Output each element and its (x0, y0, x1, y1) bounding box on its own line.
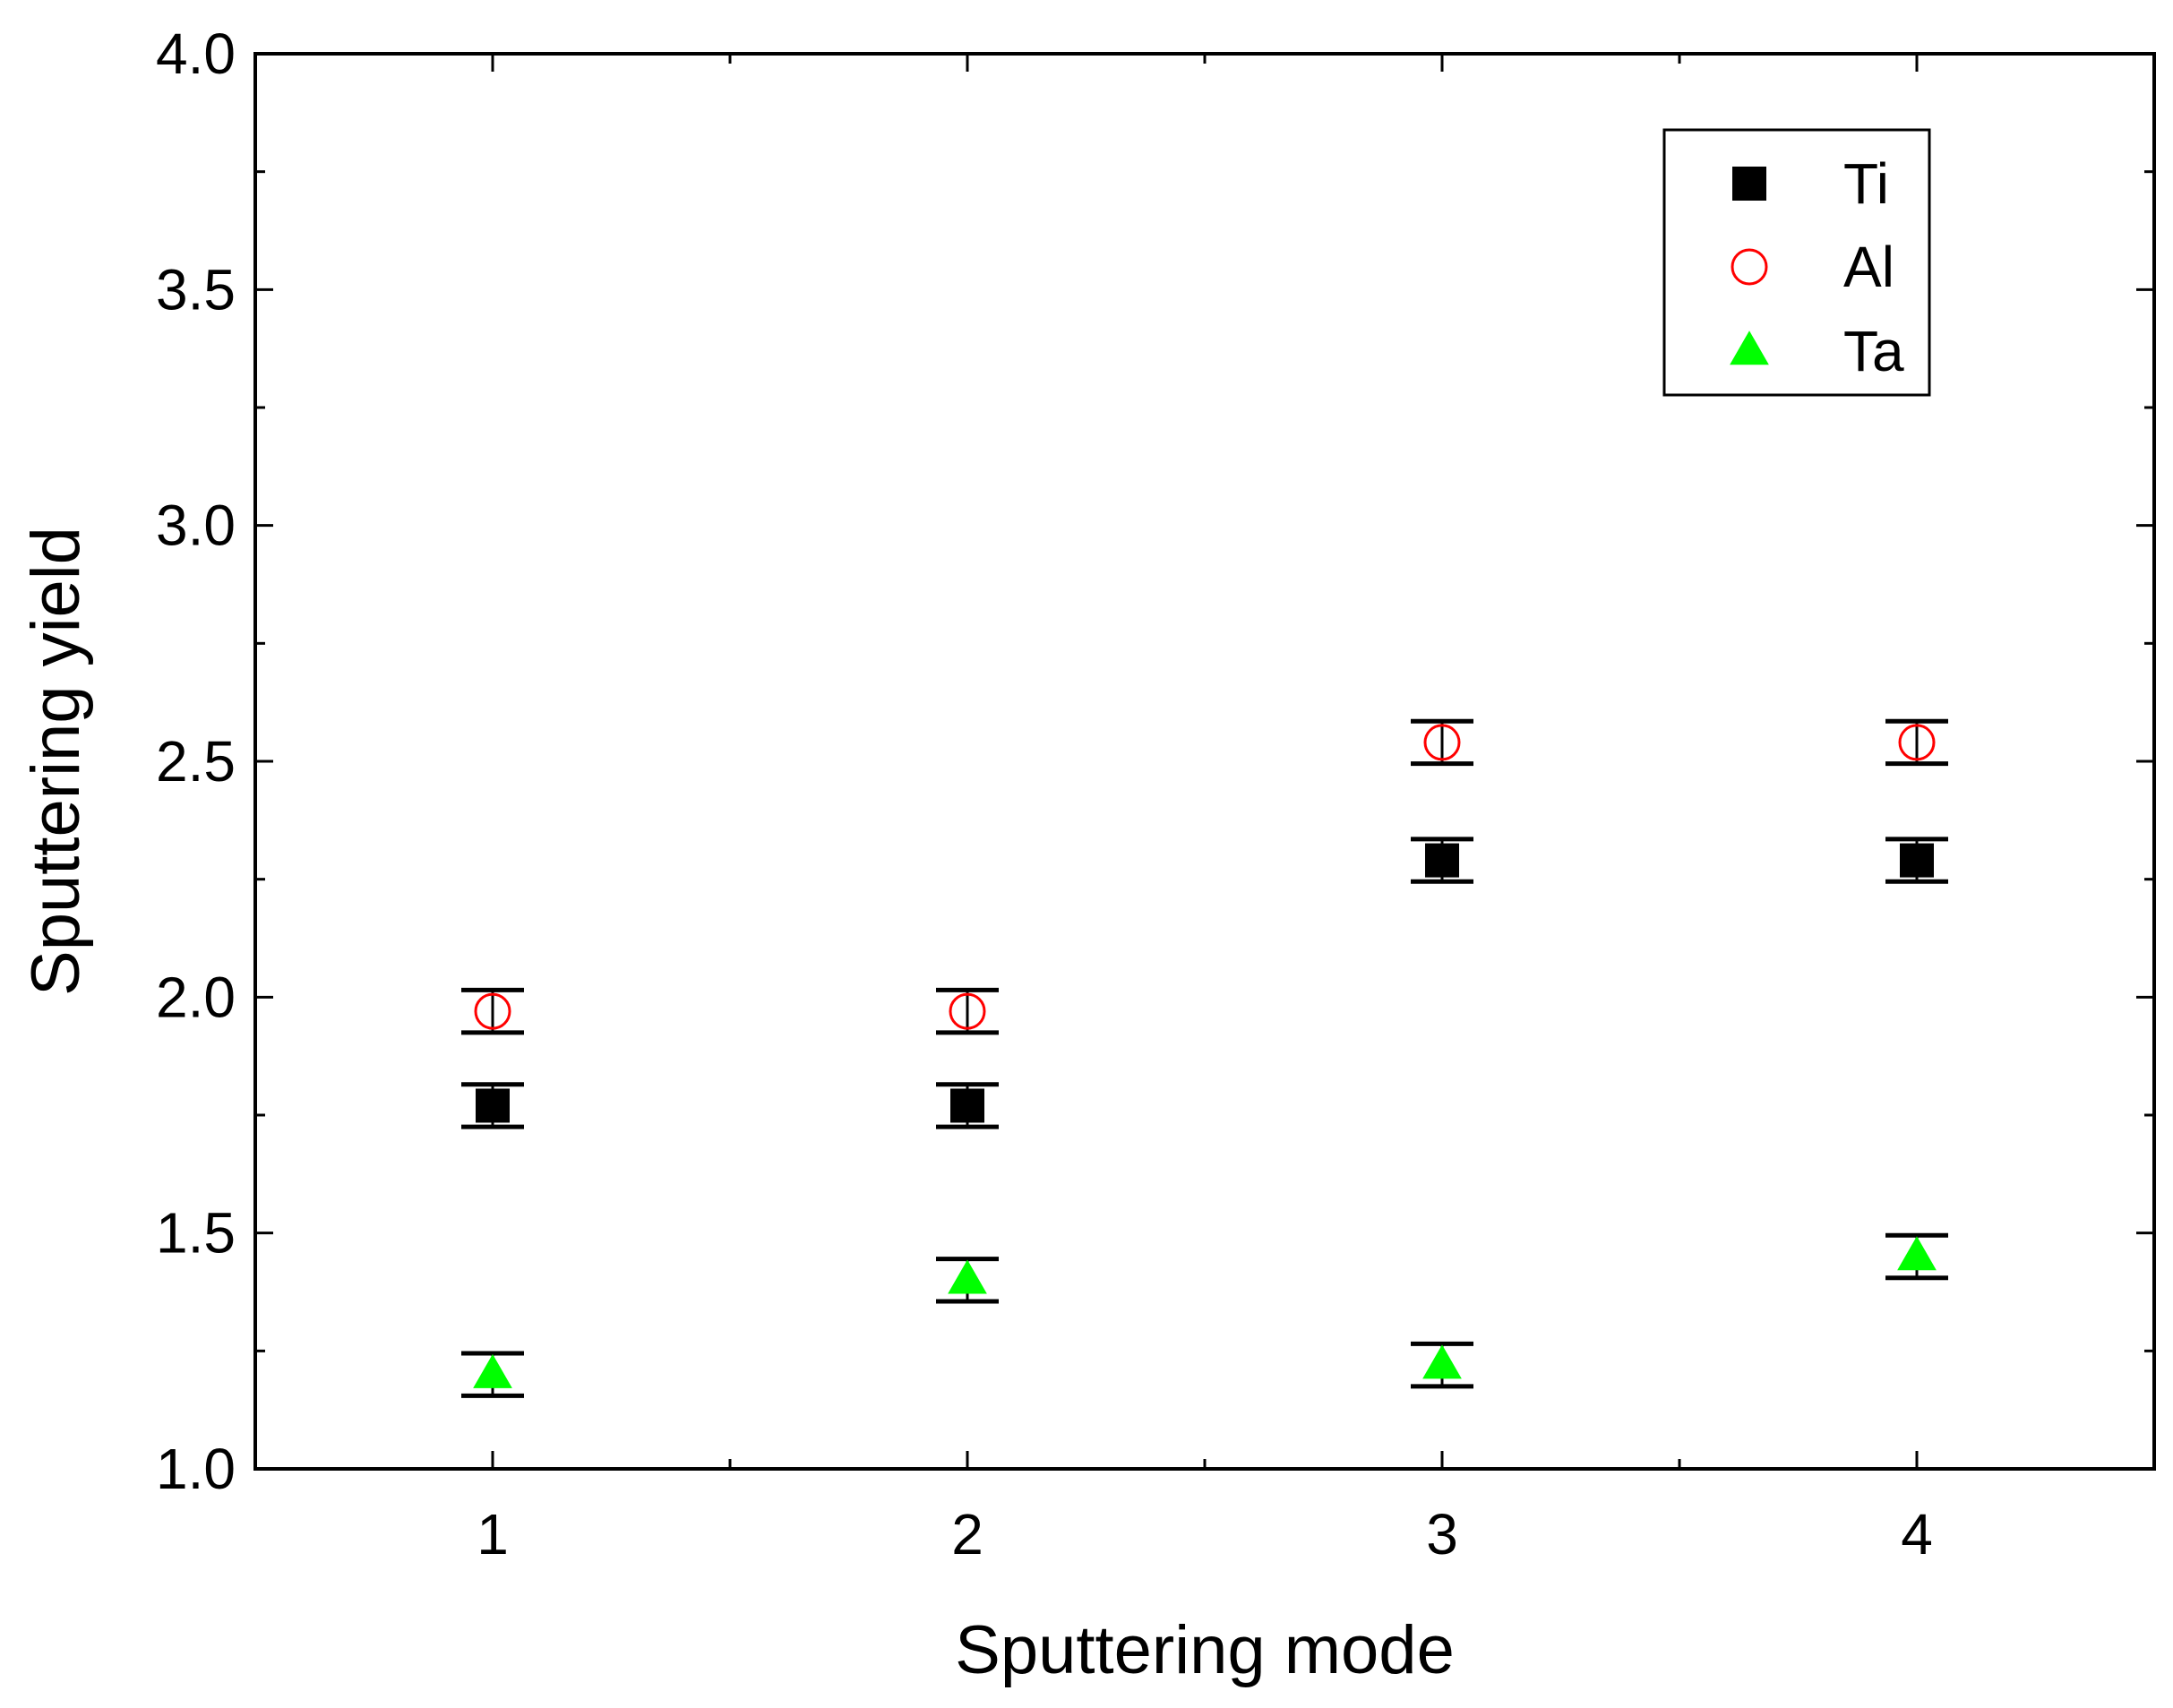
data-point-al (1898, 724, 1936, 761)
y-tick-label: 3.5 (156, 257, 236, 322)
y-tick-label: 3.0 (156, 494, 236, 558)
data-point-ti (1425, 843, 1459, 878)
data-point-ti (950, 1088, 984, 1123)
x-axis-title: Sputtering mode (955, 1612, 1455, 1688)
data-point-ta (1422, 1344, 1462, 1379)
data-point-ta (473, 1353, 512, 1388)
y-tick-label: 2.0 (156, 965, 236, 1029)
data-point-ta (948, 1259, 987, 1294)
y-tick-label: 1.0 (156, 1437, 236, 1501)
x-tick-label: 1 (477, 1502, 509, 1566)
data-point-ta (1897, 1236, 1937, 1271)
y-tick-label: 2.5 (156, 729, 236, 794)
data-point-ti (476, 1088, 510, 1123)
legend-marker-ta (1730, 330, 1769, 365)
y-axis-title: Sputtering yield (18, 527, 94, 996)
x-tick-label: 2 (951, 1502, 983, 1566)
data-point-al (1423, 724, 1461, 761)
error-bars (461, 718, 1948, 1398)
y-tick-label: 1.5 (156, 1201, 236, 1266)
legend-marker-al (1731, 248, 1768, 286)
data-point-al (474, 992, 511, 1030)
data-point-al (949, 992, 986, 1030)
y-tick-label: 4.0 (156, 21, 236, 86)
tick-labels: 1.0 1.5 2.0 2.5 3.0 3.5 4.0 1 2 3 4 (156, 21, 1933, 1566)
legend-label-ti: Ti (1843, 151, 1889, 216)
legend-box (1662, 128, 1931, 397)
legend-markers (1730, 167, 1769, 365)
x-tick-label: 3 (1426, 1502, 1458, 1566)
data-point-ti (1900, 843, 1934, 878)
legend-label-al: Al (1843, 235, 1894, 299)
legend-label-ta: Ta (1843, 319, 1904, 383)
x-tick-label: 4 (1901, 1502, 1933, 1566)
axis-ticks (255, 52, 2154, 1471)
legend: Ti Al Ta (1662, 128, 1931, 397)
legend-marker-ti (1732, 167, 1766, 201)
data-points (473, 724, 1937, 1388)
